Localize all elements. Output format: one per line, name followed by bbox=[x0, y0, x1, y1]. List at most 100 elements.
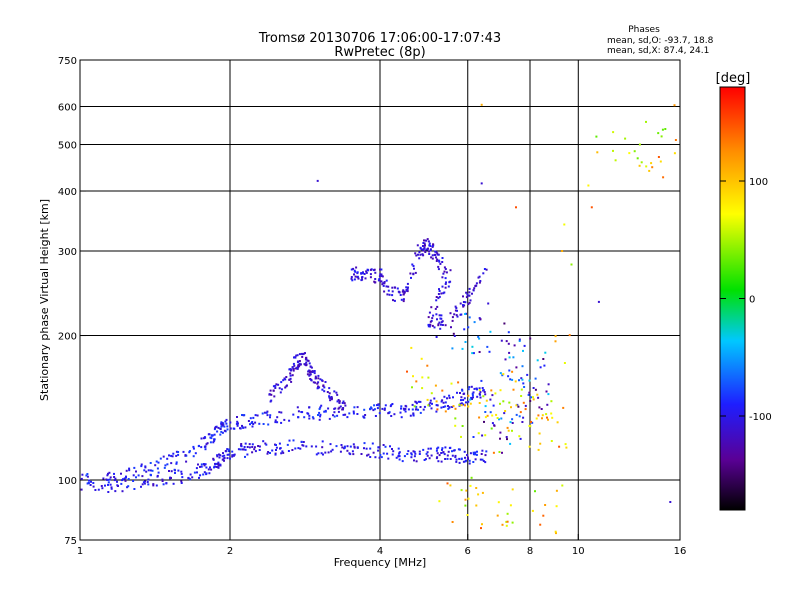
data-point bbox=[452, 449, 455, 452]
data-point bbox=[207, 468, 210, 471]
data-point bbox=[391, 294, 394, 297]
data-point bbox=[439, 317, 442, 320]
data-point bbox=[454, 456, 457, 459]
data-point bbox=[468, 386, 471, 389]
data-point bbox=[454, 417, 457, 420]
data-point bbox=[313, 370, 316, 372]
data-point bbox=[435, 313, 438, 316]
data-point bbox=[386, 293, 389, 296]
data-point bbox=[532, 387, 535, 389]
data-point bbox=[210, 468, 213, 471]
data-point bbox=[388, 293, 391, 296]
data-point bbox=[405, 286, 408, 289]
data-point bbox=[240, 445, 243, 448]
data-point bbox=[202, 463, 205, 465]
data-point bbox=[479, 280, 482, 282]
data-point bbox=[280, 388, 283, 391]
data-point bbox=[435, 336, 438, 338]
data-point bbox=[329, 397, 332, 400]
data-point bbox=[435, 251, 438, 254]
data-point bbox=[423, 246, 426, 249]
data-point bbox=[200, 437, 203, 440]
data-point bbox=[338, 400, 341, 403]
data-point bbox=[107, 491, 110, 493]
data-point bbox=[296, 366, 299, 369]
data-point bbox=[328, 392, 331, 395]
data-point bbox=[472, 352, 475, 355]
data-point bbox=[205, 466, 208, 469]
data-point bbox=[246, 453, 249, 456]
data-point bbox=[472, 453, 475, 456]
data-point bbox=[315, 445, 318, 448]
data-point bbox=[503, 412, 506, 415]
data-point bbox=[292, 413, 295, 416]
data-point bbox=[198, 476, 200, 479]
data-point bbox=[518, 415, 521, 418]
data-point bbox=[156, 475, 159, 478]
colorbar-tick-label: 100 bbox=[749, 177, 768, 188]
data-point bbox=[427, 323, 430, 326]
data-point bbox=[127, 485, 130, 488]
data-point bbox=[427, 404, 430, 407]
data-point bbox=[407, 286, 409, 289]
data-point bbox=[343, 446, 346, 449]
data-point bbox=[339, 450, 342, 453]
data-point bbox=[188, 451, 191, 454]
data-point bbox=[356, 406, 359, 409]
y-tick-label: 300 bbox=[58, 247, 77, 258]
data-point bbox=[86, 482, 89, 485]
data-point bbox=[350, 277, 353, 280]
data-point bbox=[444, 401, 447, 404]
data-point bbox=[451, 454, 454, 457]
data-point bbox=[360, 453, 363, 455]
data-point bbox=[412, 265, 415, 267]
data-point bbox=[308, 417, 311, 420]
data-point bbox=[251, 446, 254, 448]
data-point bbox=[539, 366, 542, 369]
data-point bbox=[442, 292, 445, 295]
data-point bbox=[434, 307, 437, 310]
data-point bbox=[595, 135, 598, 138]
data-point bbox=[463, 304, 466, 307]
data-point bbox=[511, 488, 514, 491]
y-tick-labels: 75 100 200 300 400 500 600 750 bbox=[58, 56, 77, 547]
data-point bbox=[484, 416, 487, 419]
data-point bbox=[397, 447, 400, 450]
data-point bbox=[554, 530, 557, 533]
data-point bbox=[453, 313, 456, 316]
data-point bbox=[464, 460, 467, 463]
data-point bbox=[171, 455, 174, 458]
data-point bbox=[561, 484, 564, 487]
data-point bbox=[120, 472, 122, 475]
data-point bbox=[414, 408, 417, 411]
data-point bbox=[211, 434, 214, 437]
data-point bbox=[446, 482, 449, 485]
data-point bbox=[674, 139, 677, 141]
data-point bbox=[292, 439, 295, 442]
data-point bbox=[638, 164, 641, 167]
data-point bbox=[122, 478, 124, 481]
x-tick-label: 1 bbox=[77, 546, 83, 557]
data-point bbox=[387, 285, 390, 288]
data-point bbox=[507, 429, 510, 432]
data-point bbox=[511, 429, 513, 432]
data-point bbox=[499, 389, 502, 392]
data-point bbox=[402, 298, 405, 301]
data-point bbox=[300, 441, 303, 443]
data-point bbox=[147, 469, 150, 472]
data-point bbox=[517, 405, 520, 408]
data-point bbox=[427, 447, 430, 450]
data-point bbox=[440, 400, 443, 403]
data-point bbox=[92, 485, 95, 488]
data-point bbox=[231, 455, 234, 458]
data-point bbox=[466, 454, 469, 456]
data-point bbox=[467, 458, 469, 460]
data-point bbox=[356, 275, 359, 278]
data-point bbox=[504, 358, 507, 361]
data-point bbox=[212, 457, 215, 460]
data-point bbox=[640, 161, 643, 164]
data-point bbox=[415, 380, 418, 383]
data-point bbox=[310, 370, 313, 373]
data-point bbox=[251, 451, 254, 454]
data-point bbox=[312, 381, 315, 384]
